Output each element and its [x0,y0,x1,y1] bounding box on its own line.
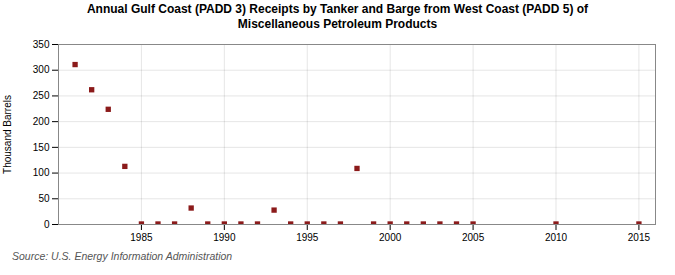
svg-text:1995: 1995 [296,232,319,243]
svg-text:1985: 1985 [130,232,153,243]
svg-text:300: 300 [33,64,50,75]
svg-text:100: 100 [33,167,50,178]
svg-text:2010: 2010 [545,232,568,243]
svg-text:200: 200 [33,116,50,127]
svg-text:250: 250 [33,90,50,101]
svg-text:1990: 1990 [213,232,236,243]
svg-text:2000: 2000 [379,232,402,243]
html-text:Annual Gulf Coast (PADD 3) Rec: Annual Gulf Coast (PADD 3) Receipts by T… [86,2,589,31]
html-text:Source: U.S. Energy Informatio: Source: U.S. Energy Information Administ… [12,250,233,262]
svg-text:Thousand Barrels: Thousand Barrels [2,95,13,174]
svg-text:50: 50 [38,193,50,204]
svg-text:350: 350 [33,39,50,50]
svg-text:2015: 2015 [628,232,651,243]
svg-text:2005: 2005 [462,232,485,243]
svg-text:150: 150 [33,142,50,153]
svg-text:0: 0 [44,219,50,230]
